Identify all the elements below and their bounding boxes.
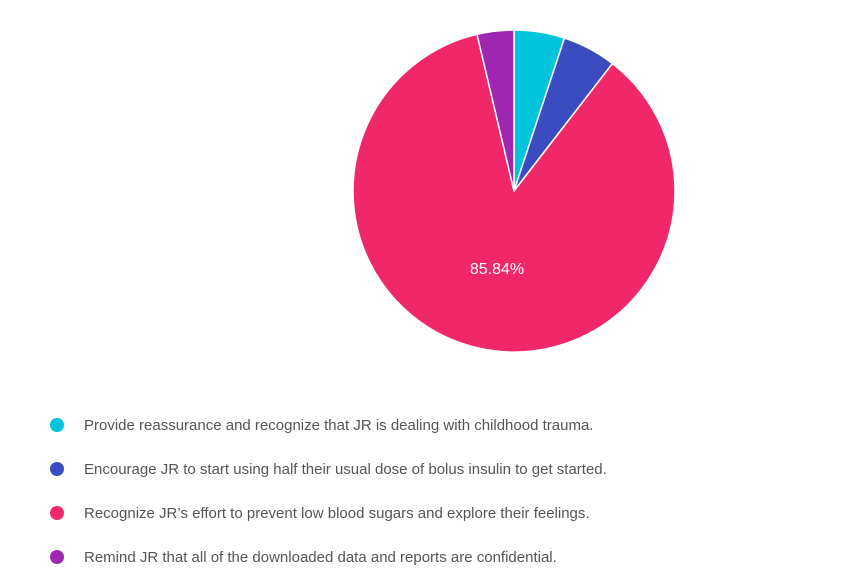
pie-chart: 85.84%	[352, 29, 676, 353]
pie-slice[interactable]	[476, 29, 515, 192]
legend-item[interactable]: Encourage JR to start using half their u…	[50, 456, 607, 482]
legend-marker-icon	[50, 418, 64, 432]
legend-marker-icon	[50, 506, 64, 520]
legend-label: Recognize JR’s effort to prevent low blo…	[84, 504, 590, 522]
legend-marker-icon	[50, 462, 64, 476]
pie-slice[interactable]	[352, 33, 676, 353]
legend-label: Remind JR that all of the downloaded dat…	[84, 548, 557, 566]
legend-label: Provide reassurance and recognize that J…	[84, 416, 594, 434]
legend-label: Encourage JR to start using half their u…	[84, 460, 607, 478]
pie-data-labels: 85.84%	[470, 261, 524, 278]
legend-item[interactable]: Remind JR that all of the downloaded dat…	[50, 544, 607, 570]
pie-slices	[352, 29, 676, 353]
legend-item[interactable]: Recognize JR’s effort to prevent low blo…	[50, 500, 607, 526]
legend-marker-icon	[50, 550, 64, 564]
pie-data-label: 85.84%	[470, 261, 524, 278]
legend-item[interactable]: Provide reassurance and recognize that J…	[50, 412, 607, 438]
chart-legend: Provide reassurance and recognize that J…	[50, 412, 607, 588]
